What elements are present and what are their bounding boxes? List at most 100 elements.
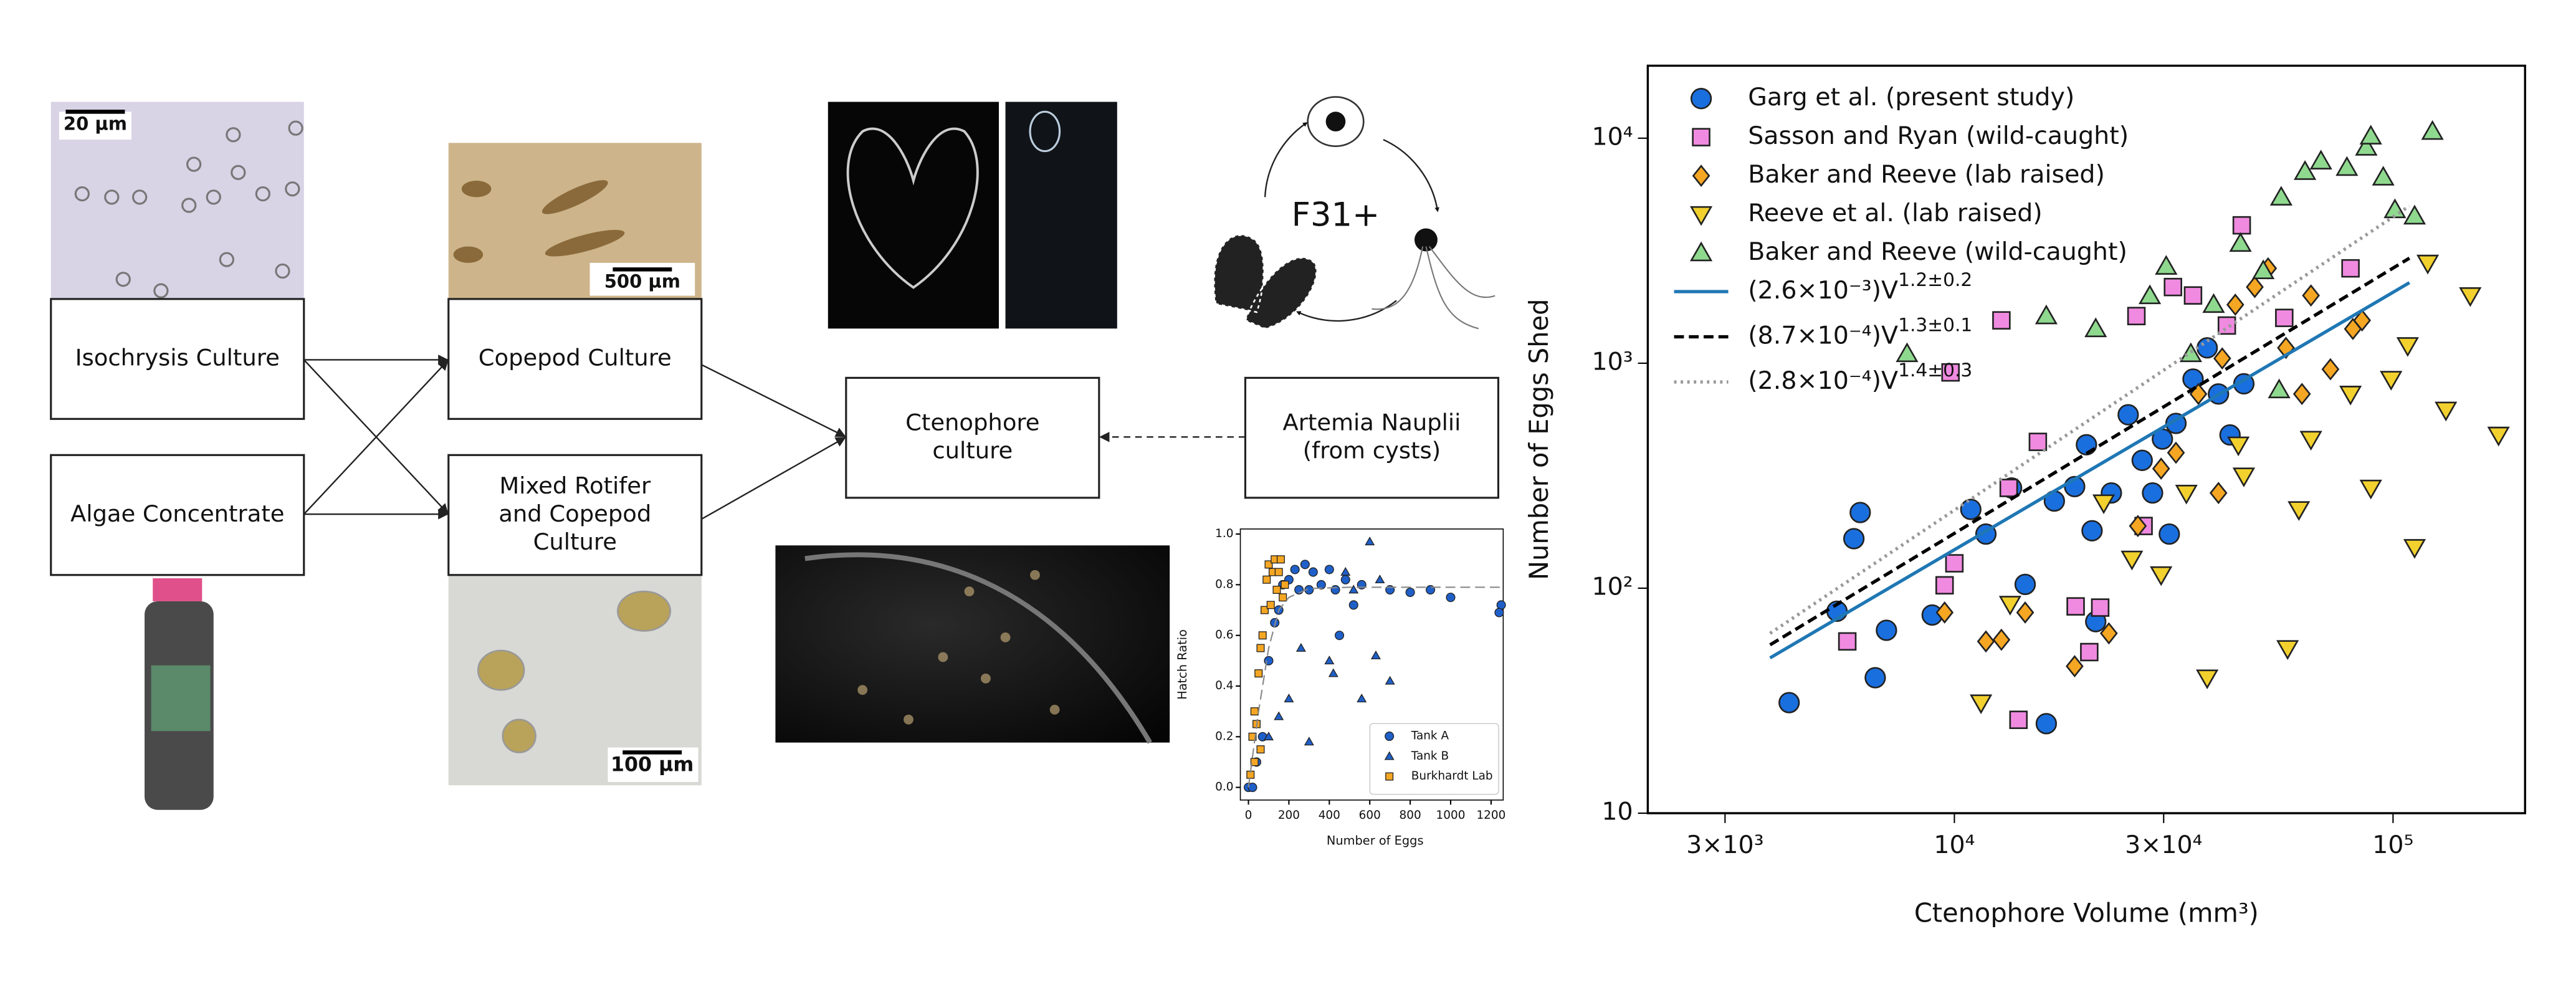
- point: [1328, 668, 1338, 677]
- node-box: [845, 376, 1100, 499]
- point: [2099, 622, 2118, 645]
- point: [2276, 640, 2299, 660]
- point: [1247, 783, 1257, 793]
- point: [2359, 125, 2382, 145]
- legend-text: Baker and Reeve (lab raised): [1748, 160, 2105, 189]
- y-tick-label: 10⁴: [1592, 122, 1633, 151]
- y-tick-label: 10³: [1592, 347, 1633, 376]
- plot-area: [1239, 528, 1504, 801]
- legend-text: Sasson and Ryan (wild-caught): [1748, 122, 2129, 150]
- y-axis-label: Number of Eggs Shed: [1524, 299, 1554, 581]
- copepods: [453, 180, 625, 263]
- point: [1365, 536, 1375, 546]
- legend-text: Burkhardt Lab: [1411, 770, 1493, 783]
- point: [1295, 642, 1306, 652]
- x-tick-label: 800: [1400, 809, 1421, 822]
- node-label: Ctenophore: [905, 409, 1039, 436]
- x-tick-label: 10⁴: [1934, 831, 1975, 859]
- legend-exponent: 1.4±0.3: [1898, 359, 1972, 381]
- legend-label: (2.8×10⁻⁴)V1.4±0.3: [1748, 359, 1972, 395]
- point: [2142, 482, 2163, 504]
- point: [2150, 566, 2173, 586]
- point: [1348, 600, 1358, 610]
- point: [2213, 347, 2231, 370]
- y-tick-label: 1.0: [1215, 527, 1233, 540]
- point: [1778, 692, 1800, 713]
- point: [2226, 293, 2244, 316]
- legend-box: [1369, 723, 1499, 795]
- point: [2403, 204, 2426, 225]
- point: [2163, 277, 2182, 297]
- fit-line: [1769, 257, 2411, 647]
- point: [2396, 337, 2419, 357]
- arrow: [701, 436, 847, 520]
- point: [2321, 358, 2340, 381]
- point: [1335, 631, 1345, 641]
- point: [2353, 309, 2372, 332]
- point: [1385, 732, 1395, 741]
- point: [1348, 584, 1359, 594]
- point: [2380, 371, 2403, 391]
- fit-line: [1769, 204, 2411, 635]
- scale-box: [59, 112, 131, 140]
- point: [1385, 772, 1394, 781]
- legend-text: Tank A: [1411, 730, 1449, 743]
- point: [1279, 593, 1287, 602]
- point: [2092, 494, 2116, 515]
- point: [1384, 751, 1395, 760]
- point: [2292, 383, 2311, 406]
- point: [2028, 432, 2048, 451]
- point: [1357, 694, 1367, 703]
- point: [2339, 386, 2362, 406]
- cycle-arrow: [1264, 122, 1308, 198]
- x-tick-label: 400: [1319, 809, 1340, 822]
- legend-text: (2.8×10⁻⁴)V: [1748, 366, 1898, 394]
- x-tick-label: 1000: [1436, 809, 1466, 822]
- point: [1970, 694, 1993, 715]
- legend-label: (8.7×10⁻⁴)V1.3±0.1: [1748, 313, 1972, 350]
- point: [1308, 567, 1318, 577]
- point: [1304, 737, 1314, 746]
- y-tick-label: 0.4: [1215, 679, 1233, 692]
- point: [2217, 316, 2236, 335]
- legend-label: (2.6×10⁻³)V1.2±0.2: [1748, 269, 1972, 305]
- y-tick-label: 0.2: [1215, 730, 1233, 743]
- point: [1896, 342, 1919, 363]
- point: [2175, 484, 2198, 505]
- plot-area: [1646, 64, 2526, 814]
- point: [2167, 441, 2185, 464]
- egg-yolk: [1325, 112, 1346, 131]
- point: [2084, 317, 2107, 338]
- point: [2435, 401, 2458, 422]
- point: [1494, 608, 1504, 617]
- point: [2232, 216, 2251, 235]
- node-box: [50, 454, 305, 576]
- point: [1262, 575, 1271, 584]
- point: [2294, 160, 2317, 180]
- node-box: [50, 298, 305, 420]
- point: [2335, 156, 2359, 176]
- point: [2179, 342, 2202, 363]
- legend-label: Baker and Reeve (lab raised): [1748, 160, 2105, 189]
- scale-bar-label: 500 µm: [604, 270, 680, 292]
- point: [2035, 304, 2058, 325]
- scale-bar-label: 20 µm: [64, 113, 127, 134]
- point: [1324, 565, 1334, 575]
- x-tick-label: 0: [1245, 809, 1252, 822]
- scale-bar-label: 100 µm: [611, 754, 694, 776]
- point: [2355, 136, 2378, 156]
- point: [1405, 588, 1415, 598]
- point: [1264, 560, 1273, 569]
- point: [1340, 575, 1350, 584]
- point: [1692, 164, 1710, 188]
- point: [2014, 573, 2036, 595]
- point: [1998, 596, 2021, 616]
- bottle-cap: [153, 578, 203, 601]
- point: [1300, 560, 1310, 570]
- point: [2131, 449, 2153, 471]
- legend-text: Tank B: [1411, 750, 1449, 763]
- point: [1941, 363, 1960, 382]
- point: [2275, 308, 2294, 327]
- point: [1385, 675, 1395, 685]
- point: [1248, 732, 1257, 741]
